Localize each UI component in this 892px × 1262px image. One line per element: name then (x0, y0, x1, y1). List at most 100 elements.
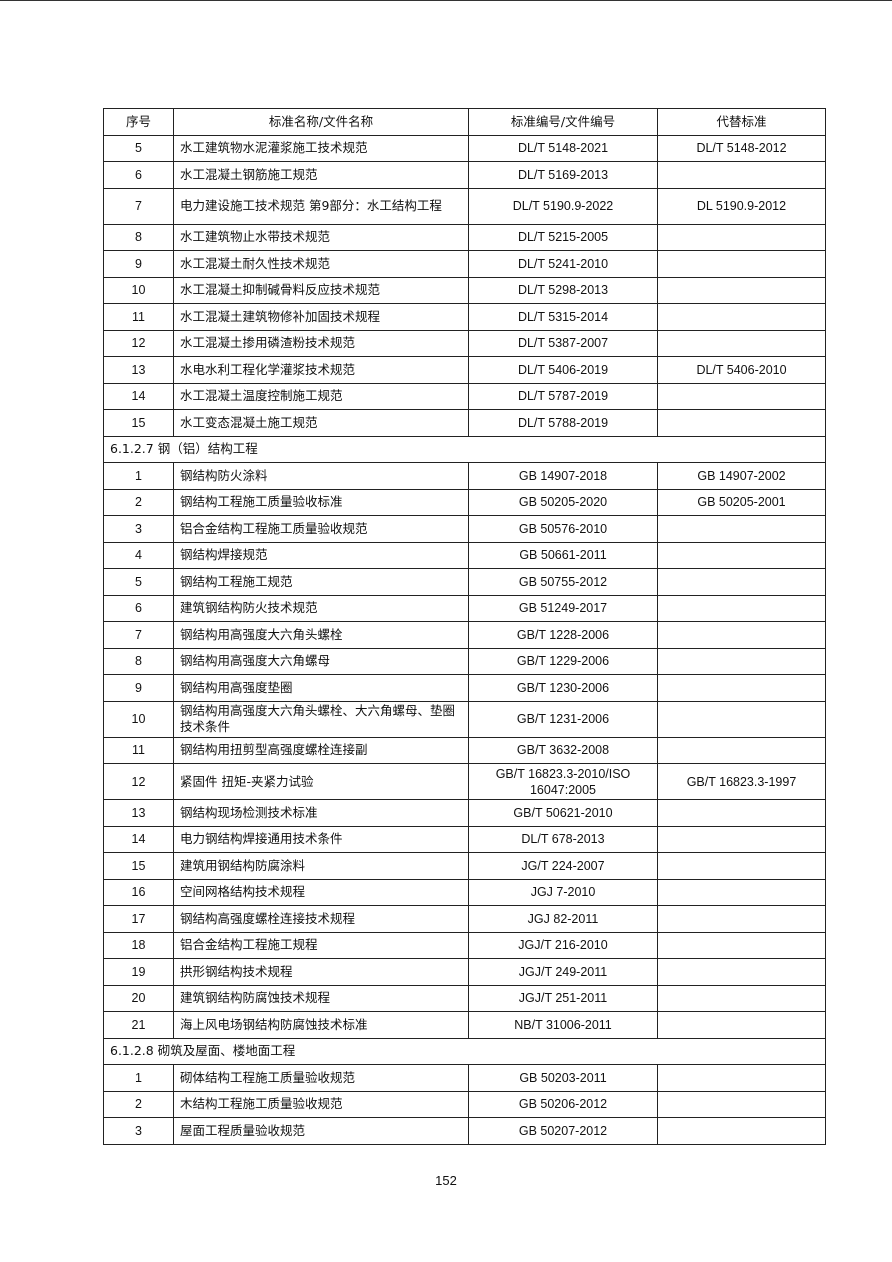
replaced-standard (657, 1064, 826, 1092)
replaced-standard (657, 852, 826, 880)
section-heading: 6.1.2.7 钢（铝）结构工程 (103, 435, 826, 463)
replaced-standard (657, 984, 826, 1012)
row-number: 3 (103, 515, 174, 543)
standard-code: JGJ/T 216-2010 (468, 931, 658, 959)
replaced-standard (657, 161, 826, 189)
standard-code: JGJ/T 249-2011 (468, 958, 658, 986)
replaced-standard (657, 329, 826, 357)
standard-name: 钢结构焊接规范 (173, 541, 469, 569)
standard-code: GB/T 1229-2006 (468, 647, 658, 675)
row-number: 7 (103, 621, 174, 649)
standard-code: GB/T 1230-2006 (468, 674, 658, 702)
table-row: 6 建筑钢结构防火技术规范 GB 51249-2017 (103, 594, 826, 622)
standard-name: 建筑钢结构防火技术规范 (173, 594, 469, 622)
standard-code: DL/T 5387-2007 (468, 329, 658, 357)
replaced-standard (657, 621, 826, 649)
row-number: 15 (103, 409, 174, 437)
row-number: 2 (103, 488, 174, 516)
standard-code: GB 51249-2017 (468, 594, 658, 622)
row-number: 11 (103, 736, 174, 764)
standard-name: 钢结构高强度螺栓连接技术规程 (173, 905, 469, 933)
replaced-standard: DL/T 5406-2010 (657, 356, 826, 384)
replaced-standard (657, 931, 826, 959)
section-heading-row: 6.1.2.8 砌筑及屋面、楼地面工程 (103, 1037, 826, 1065)
row-number: 16 (103, 878, 174, 906)
replaced-standard: DL/T 5148-2012 (657, 134, 826, 162)
table-row: 1 砌体结构工程施工质量验收规范 GB 50203-2011 (103, 1064, 826, 1092)
standard-code: GB/T 1228-2006 (468, 621, 658, 649)
standard-name: 水电水利工程化学灌浆技术规范 (173, 356, 469, 384)
standard-code: GB 50203-2011 (468, 1064, 658, 1092)
standard-code: GB 50207-2012 (468, 1117, 658, 1145)
standard-name: 水工混凝土掺用磷渣粉技术规范 (173, 329, 469, 357)
replaced-standard (657, 250, 826, 278)
table-row: 16 空间网格结构技术规程 JGJ 7-2010 (103, 878, 826, 906)
table-row: 18 铝合金结构工程施工规程 JGJ/T 216-2010 (103, 931, 826, 959)
standard-code: DL/T 5241-2010 (468, 250, 658, 278)
row-number: 3 (103, 1117, 174, 1145)
row-number: 18 (103, 931, 174, 959)
replaced-standard (657, 276, 826, 304)
row-number: 5 (103, 568, 174, 596)
standard-code: DL/T 5215-2005 (468, 223, 658, 251)
standard-name: 空间网格结构技术规程 (173, 878, 469, 906)
standard-name: 水工混凝土温度控制施工规范 (173, 382, 469, 410)
row-number: 13 (103, 356, 174, 384)
table-row: 1 钢结构防火涂料 GB 14907-2018 GB 14907-2002 (103, 462, 826, 490)
replaced-standard (657, 409, 826, 437)
replaced-standard (657, 541, 826, 569)
table-row: 8 水工建筑物止水带技术规范 DL/T 5215-2005 (103, 223, 826, 251)
table-row: 15 建筑用钢结构防腐涂料 JG/T 224-2007 (103, 852, 826, 880)
standard-name: 电力钢结构焊接通用技术条件 (173, 825, 469, 853)
row-number: 12 (103, 763, 174, 800)
table-row: 2 钢结构工程施工质量验收标准 GB 50205-2020 GB 50205-2001 (103, 488, 826, 516)
replaced-standard (657, 1090, 826, 1118)
standard-name: 铝合金结构工程施工质量验收规范 (173, 515, 469, 543)
replaced-standard (657, 594, 826, 622)
standard-code: DL/T 5169-2013 (468, 161, 658, 189)
standard-name: 钢结构用扭剪型高强度螺栓连接副 (173, 736, 469, 764)
standard-name: 水工混凝土建筑物修补加固技术规程 (173, 303, 469, 331)
standard-code: JGJ 82-2011 (468, 905, 658, 933)
table-row: 11 水工混凝土建筑物修补加固技术规程 DL/T 5315-2014 (103, 303, 826, 331)
row-number: 9 (103, 250, 174, 278)
table-row: 19 拱形钢结构技术规程 JGJ/T 249-2011 (103, 958, 826, 986)
row-number: 2 (103, 1090, 174, 1118)
standard-code: DL/T 5788-2019 (468, 409, 658, 437)
replaced-standard (657, 1011, 826, 1039)
replaced-standard (657, 1117, 826, 1145)
header-name: 标准名称/文件名称 (173, 108, 469, 136)
row-number: 1 (103, 1064, 174, 1092)
standard-name: 建筑用钢结构防腐涂料 (173, 852, 469, 880)
row-number: 19 (103, 958, 174, 986)
table-row: 17 钢结构高强度螺栓连接技术规程 JGJ 82-2011 (103, 905, 826, 933)
section-heading: 6.1.2.8 砌筑及屋面、楼地面工程 (103, 1037, 826, 1065)
replaced-standard (657, 736, 826, 764)
standard-name: 钢结构工程施工质量验收标准 (173, 488, 469, 516)
replaced-standard (657, 223, 826, 251)
standard-name: 水工混凝土钢筋施工规范 (173, 161, 469, 189)
row-number: 11 (103, 303, 174, 331)
table-row: 10 水工混凝土抑制碱骨料反应技术规范 DL/T 5298-2013 (103, 276, 826, 304)
replaced-standard (657, 382, 826, 410)
standard-name: 钢结构用高强度大六角头螺栓 (173, 621, 469, 649)
row-number: 12 (103, 329, 174, 357)
standard-name: 钢结构现场检测技术标准 (173, 799, 469, 827)
standard-name: 海上风电场钢结构防腐蚀技术标准 (173, 1011, 469, 1039)
table-row: 5 水工建筑物水泥灌浆施工技术规范 DL/T 5148-2021 DL/T 5148-… (103, 134, 826, 162)
standard-code: JG/T 224-2007 (468, 852, 658, 880)
row-number: 10 (103, 700, 174, 738)
standard-code: GB/T 50621-2010 (468, 799, 658, 827)
standard-name: 木结构工程施工质量验收规范 (173, 1090, 469, 1118)
standard-name: 水工变态混凝土施工规范 (173, 409, 469, 437)
standard-code: JGJ/T 251-2011 (468, 984, 658, 1012)
table-row: 5 钢结构工程施工规范 GB 50755-2012 (103, 568, 826, 596)
table-row: 13 钢结构现场检测技术标准 GB/T 50621-2010 (103, 799, 826, 827)
standard-name: 钢结构工程施工规范 (173, 568, 469, 596)
replaced-standard (657, 647, 826, 675)
row-number: 13 (103, 799, 174, 827)
standard-code: GB 50576-2010 (468, 515, 658, 543)
standard-name: 水工混凝土耐久性技术规范 (173, 250, 469, 278)
standard-name: 钢结构用高强度大六角螺母 (173, 647, 469, 675)
table-row: 21 海上风电场钢结构防腐蚀技术标准 NB/T 31006-2011 (103, 1011, 826, 1039)
